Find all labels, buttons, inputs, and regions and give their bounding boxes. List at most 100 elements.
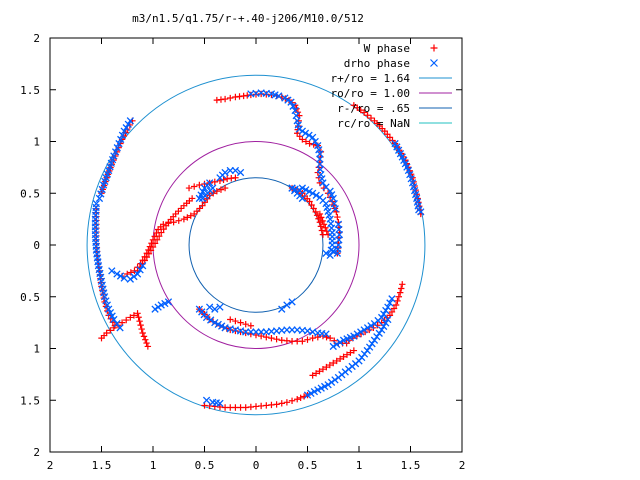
w-phase-point [392, 301, 400, 309]
w-phase-point [350, 102, 358, 109]
drho-phase-point [305, 131, 313, 139]
w-phase-point [330, 359, 337, 367]
w-phase-point [139, 329, 146, 337]
x-tick-label: 1 [356, 459, 363, 472]
drho-phase-point [275, 92, 283, 100]
drho-phase-point [97, 190, 105, 198]
drho-phase-point [211, 305, 219, 313]
w-phase-point [130, 312, 138, 319]
w-phase-point [155, 233, 163, 240]
x-tick-label: 1.5 [92, 459, 112, 472]
drho-phase-point [102, 297, 110, 305]
y-tick-label: 2 [33, 446, 40, 459]
w-phase-point [237, 328, 244, 336]
w-phase-point [227, 316, 234, 323]
drho-phase-point [139, 262, 147, 270]
w-phase-point [334, 213, 341, 221]
drho-phase-point [288, 298, 296, 306]
drho-phase-point [113, 144, 121, 152]
w-phase-point [191, 210, 198, 218]
legend-label: drho phase [344, 57, 410, 70]
w-phase-point [138, 325, 145, 333]
w-phase-point [175, 217, 182, 224]
drho-phase-point [382, 319, 390, 327]
w-phase-point [187, 212, 194, 219]
w-phase-point [316, 210, 324, 218]
x-tick-label: 2 [459, 459, 466, 472]
circle-1 [152, 141, 360, 349]
drho-phase-point [136, 266, 144, 274]
w-phase-point [319, 217, 326, 225]
drho-phase-point [205, 303, 214, 311]
w-phase-point [140, 333, 148, 340]
w-phase-point [242, 320, 249, 328]
drho-phase-point [329, 342, 337, 351]
w-phase-point [319, 366, 327, 373]
w-phase-point [318, 214, 325, 221]
w-phase-point [232, 174, 239, 181]
drho-phase-point [207, 316, 215, 324]
drho-phase-point [99, 181, 108, 189]
w-phase-point [232, 317, 239, 325]
w-phase-point [201, 180, 208, 188]
drho-phase-point [221, 168, 229, 177]
drho-phase-point [384, 303, 392, 311]
w-phase-point [297, 394, 304, 402]
w-phase-point [232, 327, 239, 335]
drho-phase-point [406, 170, 414, 179]
w-phase-point [147, 247, 155, 254]
drho-phase-point [353, 330, 361, 338]
w-phase-point [216, 177, 224, 185]
w-phase-point [309, 334, 316, 342]
w-phase-point [221, 95, 229, 103]
circle-2 [188, 177, 324, 313]
drho-phase-point [417, 208, 425, 216]
drho-phase-point [287, 98, 295, 106]
drho-phase-point [283, 301, 291, 309]
drho-phase-point [117, 135, 125, 144]
drho-phase-point [278, 305, 286, 313]
w-phase-point [180, 202, 188, 209]
w-phase-point [315, 215, 322, 222]
drho-phase-point [388, 295, 396, 303]
y-tick-label: 1.5 [20, 84, 40, 97]
drho-phase-point [209, 184, 217, 192]
drho-phase-point [380, 322, 388, 331]
w-phase-point [322, 224, 329, 231]
drho-phase-point [370, 336, 379, 344]
drho-phase-point [301, 129, 310, 137]
legend-label: W phase [364, 42, 410, 55]
w-phase-point [137, 321, 144, 329]
w-phase-point [294, 396, 301, 403]
w-phase-point [350, 347, 358, 354]
w-phase-point [343, 351, 351, 358]
y-tick-label: 1 [33, 343, 40, 356]
drho-phase-point [404, 166, 413, 175]
w-phase-point [145, 250, 153, 257]
w-phase-point [184, 214, 191, 221]
drho-phase-point [380, 310, 388, 318]
legend-entry: r+/ro = 1.64 [331, 72, 452, 85]
w-phase-point [141, 257, 148, 264]
x-tick-label: 1 [150, 459, 157, 472]
w-phase-point [326, 361, 334, 369]
drho-phase-point [122, 124, 130, 132]
drho-phase-point [130, 272, 138, 281]
drho-phase-point [375, 329, 383, 337]
drho-phase-point [382, 306, 390, 315]
w-phase-point [278, 400, 285, 407]
legend-swatch [430, 44, 438, 52]
drho-phase-point [115, 139, 123, 148]
y-tick-label: 0 [33, 239, 40, 252]
drho-phase-point [205, 179, 214, 187]
w-phase-point [162, 222, 170, 229]
drho-phase-point [95, 194, 104, 203]
drho-phase-point [319, 179, 327, 187]
y-tick-label: 1.5 [20, 394, 40, 407]
w-phase-point [175, 207, 182, 215]
drho-phase-point [378, 313, 386, 322]
w-phase-point [127, 314, 134, 321]
w-phase-point [312, 208, 319, 216]
legend: W phase drho phase r+/ro = 1.64 ro/ro = 1.0… [331, 42, 452, 130]
drho-phase-point [311, 137, 319, 146]
